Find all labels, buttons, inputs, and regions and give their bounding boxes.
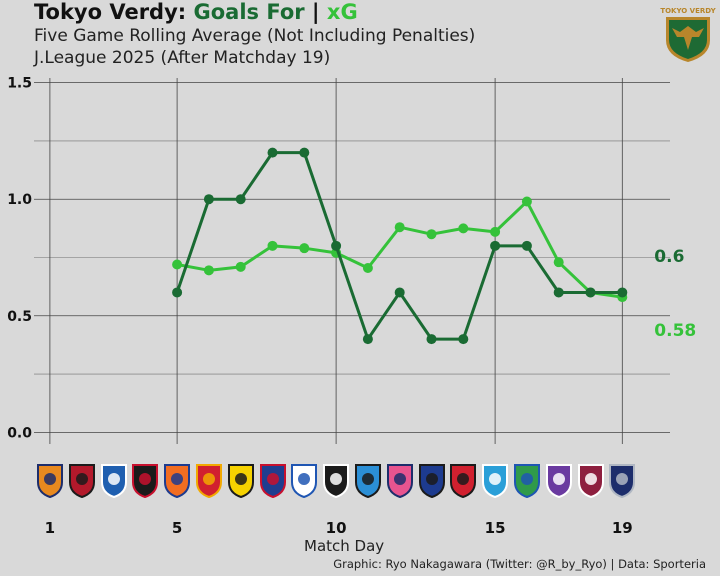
title-team: Tokyo Verdy:: [34, 0, 194, 24]
shimizu-badge-icon: [36, 464, 63, 498]
x-tick-label: 15: [485, 519, 506, 537]
title-xg: xG: [326, 0, 358, 24]
tokyo-verdy-crest-icon: TOKYO VERDY: [660, 7, 716, 62]
gamba-badge-icon: [418, 464, 445, 498]
goals-for-end-label: 0.6: [654, 247, 684, 267]
xg-point: [553, 257, 564, 268]
shonan-badge-icon: [513, 464, 540, 498]
x-axis-title: Match Day: [304, 537, 385, 555]
kyoto-badge-icon: [577, 464, 604, 498]
kobe-badge-icon: [323, 464, 350, 498]
series-line-xg: [176, 200, 623, 299]
xg-point: [426, 229, 437, 240]
xg-point: [235, 261, 246, 272]
title-goals-for: Goals For: [193, 0, 305, 24]
kashiwa-badge-icon: [227, 464, 254, 498]
fukuoka-badge-icon: [609, 464, 636, 498]
xg-point: [394, 222, 405, 233]
subtitle-metric: Five Game Rolling Average (Not Including…: [34, 26, 476, 46]
kawasaki-badge-icon: [354, 464, 381, 498]
kashima-badge-icon: [68, 464, 95, 498]
fctokyo-badge-icon: [259, 464, 286, 498]
goals-for-point: [394, 287, 405, 298]
chart-title: Tokyo Verdy: Goals For | xG: [34, 0, 358, 24]
machida-badge-icon: [100, 464, 127, 498]
goals-for-point: [521, 240, 532, 251]
sapporo-badge-icon: [132, 464, 159, 498]
yokohama-fm-badge-icon: [291, 464, 318, 498]
cerezo-badge-icon: [386, 464, 413, 498]
xg-end-label: 0.58: [654, 321, 696, 341]
goals-for-point: [331, 240, 342, 251]
goals-for-point: [299, 147, 310, 158]
xg-point: [267, 240, 278, 251]
goals-for-point: [553, 287, 564, 298]
goals-for-point: [172, 287, 183, 298]
x-tick-label: 5: [172, 519, 182, 537]
series-line-goals-for: [175, 151, 623, 341]
xg-point: [203, 265, 214, 276]
x-tick-label: 19: [612, 519, 633, 537]
urawa-badge-icon: [450, 464, 477, 498]
xg-point: [521, 196, 532, 207]
goals-for-point: [426, 334, 437, 345]
y-tick-label: 1.5: [7, 76, 32, 92]
xg-point: [172, 259, 183, 270]
nagoya-badge-icon: [195, 464, 222, 498]
y-tick-label: 1.0: [7, 192, 32, 208]
opponent-badge-row: [0, 460, 720, 506]
goals-for-point: [362, 334, 373, 345]
goals-for-point: [458, 334, 469, 345]
xg-point: [458, 223, 469, 234]
goals-for-point: [203, 194, 214, 205]
goals-for-point: [617, 287, 628, 298]
y-tick-label: 0.0: [7, 425, 32, 441]
xg-point: [362, 262, 373, 273]
goals-for-point: [585, 287, 596, 298]
yokohama-fc-badge-icon: [482, 464, 509, 498]
title-separator: |: [304, 0, 327, 24]
niigata-badge-icon: [164, 464, 191, 498]
xg-point: [490, 226, 501, 237]
xg-point: [299, 243, 310, 254]
subtitle-season: J.League 2025 (After Matchday 19): [34, 48, 331, 68]
y-tick-label: 0.5: [7, 309, 32, 325]
goals-for-point: [235, 194, 246, 205]
x-tick-label: 10: [326, 519, 347, 537]
credit-line: Graphic: Ryo Nakagawara (Twitter: @R_by_…: [333, 557, 706, 571]
x-tick-label: 1: [45, 519, 55, 537]
goals-for-point: [490, 240, 501, 251]
logo-text: TOKYO VERDY: [660, 7, 716, 15]
goals-for-point: [267, 147, 278, 158]
hiroshima-badge-icon: [545, 464, 572, 498]
